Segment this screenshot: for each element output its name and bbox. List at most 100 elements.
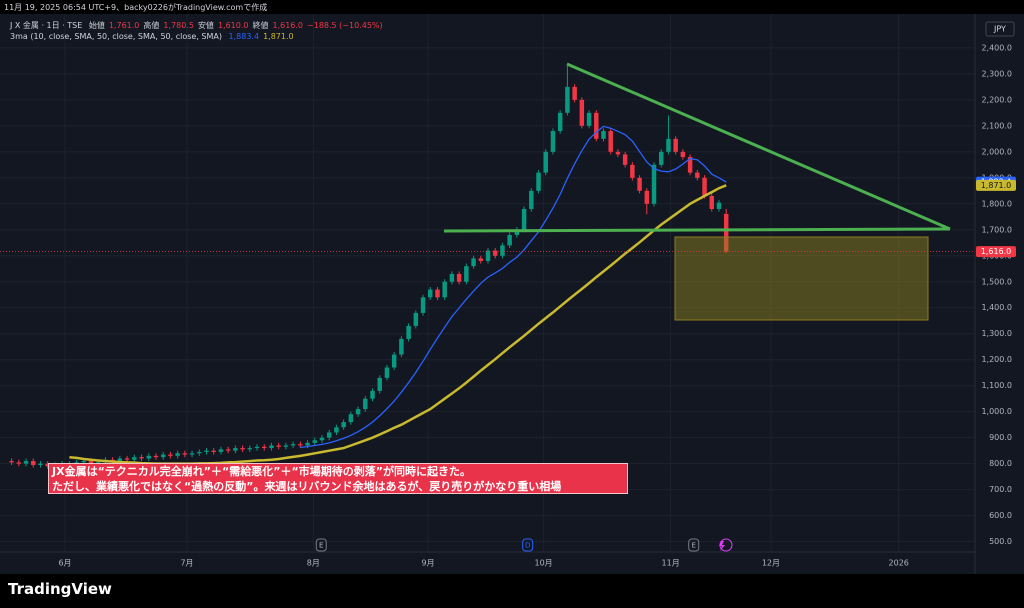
x-tick-label: 6月 — [58, 559, 71, 568]
x-tick-label: 8月 — [307, 559, 320, 568]
annotation[interactable]: JX金属は“テクニカル完全崩れ”＋“需給悪化”＋“市場期待の剥落”が同時に起きた… — [48, 463, 628, 494]
candle-body — [225, 449, 231, 451]
candle-body — [406, 325, 411, 339]
support-line[interactable] — [443, 227, 951, 233]
indicator-legend: 3ma (10, close, SMA, 50, close, SMA, 50,… — [10, 32, 298, 41]
candle-body — [492, 250, 498, 256]
x-tick-label: 11月 — [662, 559, 680, 568]
event-icon[interactable] — [719, 538, 733, 552]
annotation-line: ただし、業績悪化ではなく“過熱の反動”。来週はリバウンド余地はあるが、戻り売りが… — [52, 480, 562, 493]
candle-body — [153, 455, 159, 458]
candle-body — [355, 409, 361, 415]
candle-body — [240, 448, 245, 450]
candle-body — [695, 172, 700, 178]
candle-body — [341, 422, 346, 428]
y-tick-label: 1,000.0 — [981, 407, 1012, 416]
ohlc-label: 安値 — [197, 21, 214, 30]
brand: TradingView — [8, 580, 112, 598]
candle-body — [442, 281, 447, 298]
symbol: J X 金属 · 1日 · TSE — [10, 21, 83, 30]
y-tick-label: 1,500.0 — [981, 277, 1012, 286]
y-tick-label: 2,000.0 — [981, 147, 1012, 156]
candle-body — [507, 234, 512, 246]
candle-body — [529, 190, 534, 209]
candle-body — [702, 177, 707, 196]
ohlc-label: 高値 — [143, 21, 160, 30]
candle-body — [211, 450, 216, 452]
candle-body — [413, 312, 419, 326]
annotation-line: JX金属は“テクニカル完全崩れ”＋“需給悪化”＋“市場期待の剥落”が同時に起きた… — [52, 465, 471, 478]
event-icon — [522, 538, 534, 552]
candle-body — [471, 258, 476, 267]
candle-body — [651, 164, 657, 204]
candle-body — [716, 202, 722, 209]
candle-body — [622, 154, 628, 165]
candle-body — [464, 266, 469, 282]
candle-body — [644, 190, 650, 204]
y-tick-label: 800.0 — [989, 459, 1012, 468]
trend-line[interactable] — [566, 62, 951, 231]
moving-average — [300, 125, 727, 449]
y-tick-label: 900.0 — [989, 433, 1012, 442]
target-zone[interactable] — [674, 236, 929, 321]
candle-body — [572, 86, 577, 100]
candle-body — [276, 445, 281, 447]
change: −188.5 (−10.45%) — [307, 21, 383, 30]
candle-body — [514, 229, 520, 235]
price-tag — [976, 246, 1016, 258]
y-tick-label: 1,400.0 — [981, 303, 1012, 312]
candle-body — [81, 461, 87, 463]
candle-body — [666, 138, 671, 152]
candle-body — [658, 151, 664, 165]
candle-body — [254, 446, 260, 449]
candle-body — [420, 297, 426, 313]
candle-body — [428, 289, 433, 298]
y-tick-label: 2,400.0 — [981, 43, 1012, 52]
candle-body — [478, 258, 484, 261]
candle-body — [348, 414, 354, 423]
ohlc-value: 1,610.0 — [217, 21, 249, 30]
caption: 11月 19, 2025 06:54 UTC+9、backy0226がTradi… — [4, 3, 268, 12]
y-tick-label: 2,100.0 — [981, 121, 1012, 130]
ohlc-value: 1,616.0 — [272, 21, 304, 30]
candle-body — [139, 457, 144, 459]
candle-body — [391, 354, 397, 368]
candle-body — [550, 131, 556, 152]
candle-body — [630, 164, 635, 178]
candle-body — [204, 450, 209, 452]
candle-body — [485, 250, 491, 261]
candle-body — [298, 444, 303, 446]
indicator-value: 1,883.4 — [228, 32, 260, 41]
candle-body — [435, 289, 440, 298]
candle-body — [723, 213, 729, 252]
price-tag-label: 1,871.0 — [981, 181, 1012, 190]
indicator-value: 1,871.0 — [263, 32, 294, 41]
y-tick-label: 700.0 — [989, 485, 1012, 494]
currency: JPY — [993, 25, 1006, 34]
candle-body — [673, 138, 678, 152]
event-label: E — [691, 542, 695, 550]
candle-body — [326, 432, 332, 438]
candle-body — [500, 245, 505, 256]
event-label: D — [525, 542, 530, 550]
candle-body — [23, 461, 29, 464]
candle-body — [608, 131, 613, 152]
candle-body — [262, 446, 267, 449]
candle-body — [536, 172, 541, 191]
candle-body — [88, 461, 94, 464]
candle-body — [197, 451, 202, 454]
price-tag-label: 1,616.0 — [981, 247, 1012, 256]
candle-body — [579, 99, 585, 126]
candle-body — [312, 440, 318, 443]
ohlc-label: 始値 — [88, 21, 105, 30]
currency-box[interactable] — [985, 21, 1015, 37]
candle-body — [16, 462, 22, 464]
candle-body — [146, 455, 151, 459]
candle-body — [565, 86, 570, 113]
candle-body — [132, 457, 137, 460]
y-tick-label: 1,300.0 — [981, 329, 1012, 338]
candle-body — [31, 461, 36, 465]
candle-body — [124, 458, 130, 460]
